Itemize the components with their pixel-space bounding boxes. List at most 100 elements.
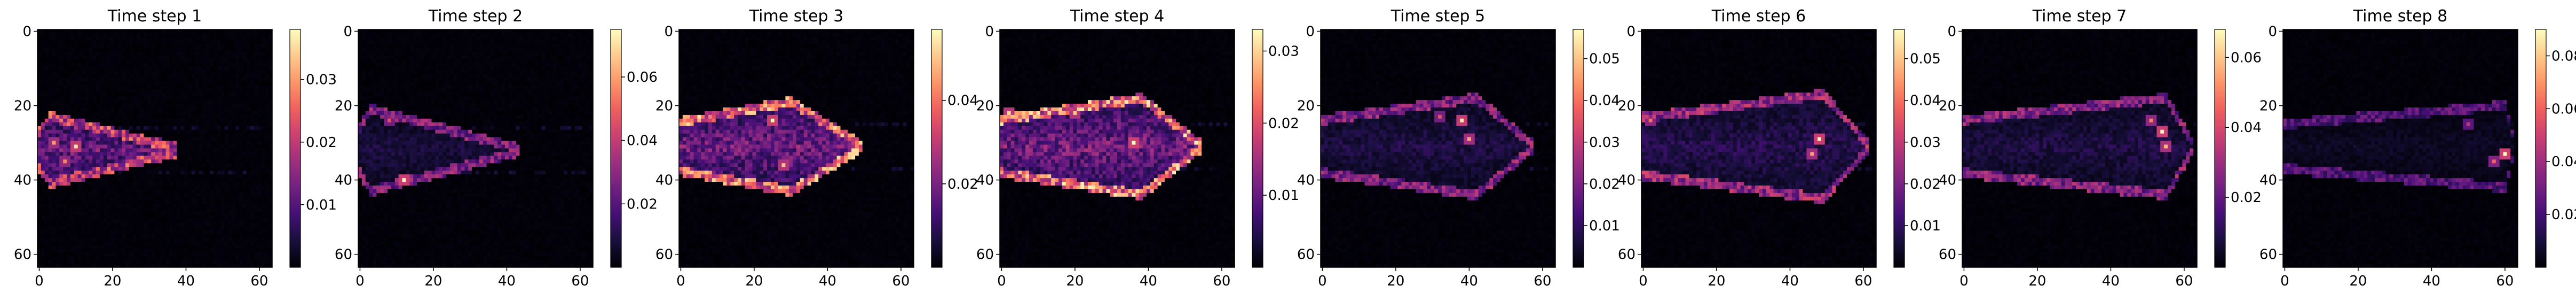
heatmap-cell xyxy=(224,167,228,171)
heatmap-cell xyxy=(239,215,243,220)
heatmap-cell xyxy=(398,59,402,63)
heatmap-cell xyxy=(81,44,85,49)
heatmap-cell xyxy=(44,141,49,145)
heatmap-cell xyxy=(476,36,480,41)
heatmap-cell xyxy=(173,178,177,182)
heatmap-cell xyxy=(191,85,196,89)
heatmap-cell xyxy=(449,33,454,37)
heatmap-cell xyxy=(556,59,560,63)
heatmap-cell xyxy=(257,40,262,45)
heatmap-cell xyxy=(199,252,203,257)
heatmap-cell xyxy=(96,241,100,245)
heatmap-cell xyxy=(431,59,436,63)
heatmap-cell xyxy=(136,70,140,74)
heatmap-cell xyxy=(114,141,118,145)
heatmap-cell xyxy=(232,111,236,115)
heatmap-cell xyxy=(56,133,60,138)
heatmap-cell xyxy=(144,33,148,37)
heatmap-cell xyxy=(243,70,247,74)
heatmap-cell xyxy=(129,81,133,86)
heatmap-cell xyxy=(457,51,461,56)
heatmap-cell xyxy=(129,186,133,190)
heatmap-cell xyxy=(48,29,52,34)
heatmap-cell xyxy=(268,118,273,123)
heatmap-cell xyxy=(214,137,218,141)
heatmap-cell xyxy=(265,59,269,63)
heatmap-cell xyxy=(41,196,45,201)
heatmap-cell xyxy=(151,129,155,134)
heatmap-cell xyxy=(107,59,111,63)
heatmap-cell xyxy=(158,118,163,123)
heatmap-cell xyxy=(44,264,49,268)
heatmap-cell xyxy=(110,51,115,56)
heatmap-cell xyxy=(155,70,159,74)
heatmap-cell xyxy=(70,107,75,112)
heatmap-cell xyxy=(187,215,192,220)
heatmap-cell xyxy=(369,63,373,67)
heatmap-cell xyxy=(224,78,228,82)
heatmap-cell xyxy=(151,107,155,112)
heatmap-cell xyxy=(369,55,373,60)
heatmap-cell xyxy=(202,167,207,171)
heatmap-cell xyxy=(96,222,100,227)
heatmap-cell xyxy=(254,189,258,194)
heatmap-cell xyxy=(165,85,170,89)
heatmap-cell xyxy=(114,126,118,130)
heatmap-cell xyxy=(122,100,126,104)
heatmap-cell xyxy=(147,182,152,186)
heatmap-cell xyxy=(243,178,247,182)
heatmap-cell xyxy=(125,186,130,190)
heatmap-cell xyxy=(243,36,247,41)
heatmap-cell xyxy=(257,148,262,152)
heatmap-cell xyxy=(235,211,240,216)
heatmap-cell xyxy=(59,33,64,37)
heatmap-cell xyxy=(523,40,527,45)
heatmap-cell xyxy=(173,141,177,145)
heatmap-cell xyxy=(497,48,502,52)
heatmap-cell xyxy=(191,111,196,115)
heatmap-cell xyxy=(70,156,75,160)
heatmap-cell xyxy=(461,78,465,82)
heatmap-cell xyxy=(184,111,188,115)
heatmap-cell xyxy=(261,129,265,134)
heatmap-cell xyxy=(70,260,75,264)
heatmap-cell xyxy=(217,114,222,119)
heatmap-cell xyxy=(155,44,159,49)
heatmap-cell xyxy=(531,63,535,67)
heatmap-cell xyxy=(155,107,159,112)
heatmap-cell xyxy=(70,33,75,37)
heatmap-cell xyxy=(48,207,52,212)
heatmap-cell xyxy=(169,40,173,45)
heatmap-cell xyxy=(243,141,247,145)
heatmap-cell xyxy=(265,264,269,268)
heatmap-cell xyxy=(122,141,126,145)
heatmap-cell xyxy=(59,104,64,108)
heatmap-cell xyxy=(173,51,177,56)
heatmap-cell xyxy=(442,70,447,74)
heatmap-cell xyxy=(85,215,89,220)
heatmap-cell xyxy=(523,44,527,49)
heatmap-cell xyxy=(122,245,126,249)
heatmap-cell xyxy=(235,148,240,152)
heatmap-cell xyxy=(136,78,140,82)
heatmap-cell xyxy=(501,59,505,63)
heatmap-cell xyxy=(243,85,247,89)
heatmap-cell xyxy=(217,33,222,37)
heatmap-cell xyxy=(538,66,542,71)
heatmap-cell xyxy=(67,215,71,220)
heatmap-cell xyxy=(541,40,546,45)
heatmap-cell xyxy=(158,192,163,197)
heatmap-cell xyxy=(220,74,225,78)
heatmap-cell xyxy=(162,152,167,156)
heatmap-cell xyxy=(380,29,384,34)
heatmap-cell xyxy=(140,148,144,152)
heatmap-cell xyxy=(63,70,67,74)
heatmap-cell xyxy=(541,55,546,60)
heatmap-cell xyxy=(214,78,218,82)
heatmap-cell xyxy=(96,63,100,67)
heatmap-cell xyxy=(261,96,265,101)
heatmap-cell xyxy=(468,78,472,82)
heatmap-cell xyxy=(165,174,170,179)
heatmap-cell xyxy=(89,51,93,56)
heatmap-cell xyxy=(151,152,155,156)
